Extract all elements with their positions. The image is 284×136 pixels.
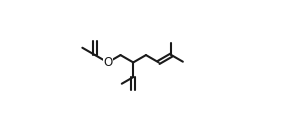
Text: O: O	[103, 56, 112, 69]
